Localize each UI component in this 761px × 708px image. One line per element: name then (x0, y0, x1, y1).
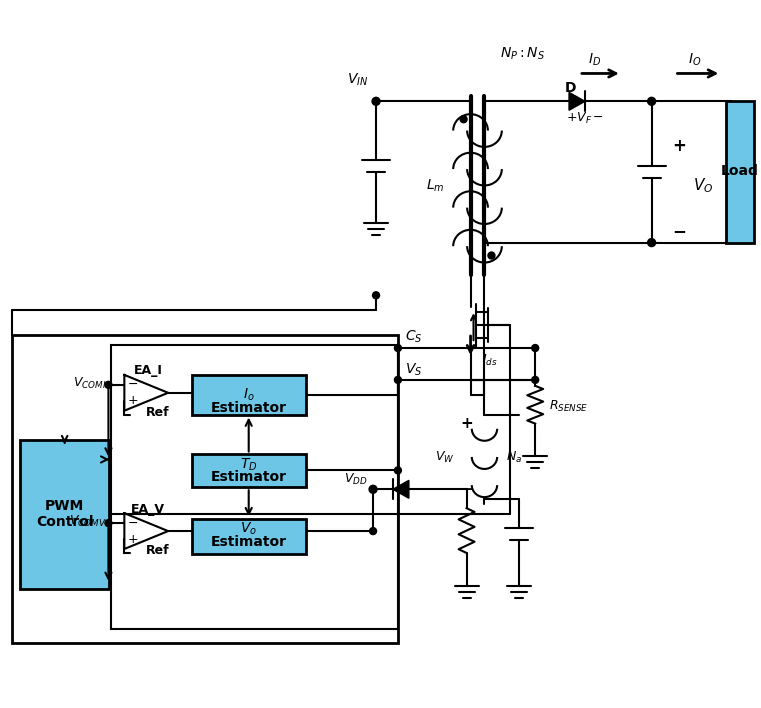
Text: $V_{COMV}$: $V_{COMV}$ (68, 513, 107, 529)
Text: D: D (564, 81, 576, 96)
Text: $I_o$: $I_o$ (243, 387, 254, 403)
Text: +: + (128, 532, 139, 546)
Text: Estimator: Estimator (211, 470, 287, 484)
Text: $C_S$: $C_S$ (405, 329, 422, 346)
Text: +: + (673, 137, 686, 155)
Circle shape (532, 377, 539, 383)
FancyBboxPatch shape (726, 101, 754, 243)
Text: $I_{ds}$: $I_{ds}$ (482, 353, 498, 367)
Circle shape (105, 382, 112, 388)
Circle shape (373, 292, 380, 299)
Text: −: − (128, 517, 139, 530)
Polygon shape (124, 513, 168, 549)
Circle shape (648, 97, 655, 105)
Text: $I_D$: $I_D$ (588, 52, 601, 68)
Polygon shape (569, 92, 585, 110)
Text: $+V_F-$: $+V_F-$ (566, 110, 604, 126)
Text: +: + (460, 416, 473, 431)
Text: −: − (460, 482, 473, 497)
Text: $N_a$: $N_a$ (506, 450, 523, 465)
Text: $T_D$: $T_D$ (240, 456, 257, 473)
Text: $N_P : N_S$: $N_P : N_S$ (500, 45, 545, 62)
Text: $V_{COMI}$: $V_{COMI}$ (73, 376, 107, 392)
Text: Ref: Ref (146, 406, 170, 419)
Text: Estimator: Estimator (211, 401, 287, 415)
Text: −: − (673, 222, 686, 239)
Circle shape (488, 252, 495, 259)
Text: PWM
Control: PWM Control (36, 499, 94, 530)
Circle shape (105, 520, 112, 527)
Text: $V_o$: $V_o$ (240, 521, 257, 537)
Text: $L_m$: $L_m$ (426, 178, 445, 194)
Text: $V_O$: $V_O$ (693, 176, 714, 195)
FancyBboxPatch shape (192, 375, 307, 415)
Polygon shape (124, 375, 168, 411)
Text: $V_{IN}$: $V_{IN}$ (347, 72, 368, 88)
Circle shape (372, 97, 380, 105)
Text: $V_S$: $V_S$ (405, 362, 422, 378)
Circle shape (532, 345, 539, 351)
Text: Estimator: Estimator (211, 535, 287, 549)
Circle shape (648, 239, 655, 246)
Circle shape (394, 377, 401, 383)
FancyBboxPatch shape (20, 440, 110, 589)
Text: −: − (128, 378, 139, 392)
Circle shape (394, 467, 401, 474)
Text: $V_{DD}$: $V_{DD}$ (345, 472, 368, 487)
Text: +: + (128, 394, 139, 407)
Text: Ref: Ref (146, 544, 170, 557)
Text: Load: Load (721, 164, 759, 178)
Polygon shape (393, 480, 409, 498)
Circle shape (369, 485, 377, 493)
Circle shape (460, 115, 467, 122)
Text: $V_W$: $V_W$ (435, 450, 454, 465)
Text: $R_{SENSE}$: $R_{SENSE}$ (549, 399, 588, 414)
FancyBboxPatch shape (192, 519, 307, 554)
Text: $I_O$: $I_O$ (688, 52, 701, 68)
Circle shape (370, 527, 377, 535)
Circle shape (394, 345, 401, 351)
Text: EA_V: EA_V (131, 503, 165, 515)
FancyBboxPatch shape (192, 455, 307, 487)
Text: EA_I: EA_I (134, 365, 163, 377)
